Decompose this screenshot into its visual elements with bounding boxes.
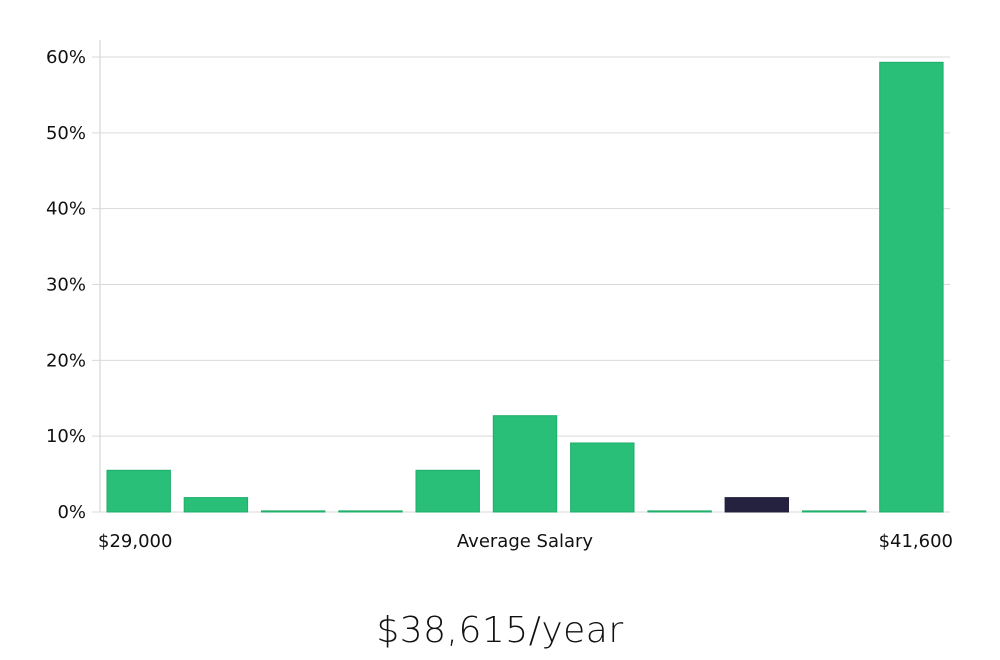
y-tick-label: 30%	[46, 275, 86, 296]
histogram-bar	[261, 510, 326, 513]
y-tick-label: 60%	[46, 47, 86, 68]
histogram-bar	[879, 61, 944, 513]
histogram-bar	[106, 469, 171, 513]
y-tick-label: 0%	[57, 502, 86, 523]
y-tick-label: 40%	[46, 199, 86, 220]
histogram-bar	[415, 469, 480, 513]
histogram-bar	[647, 510, 712, 513]
average-salary-value: $38,615/year	[376, 610, 624, 651]
y-axis-ticks: 0% 10% 20% 30% 40% 50% 60%	[46, 47, 86, 523]
histogram-bar	[338, 510, 403, 513]
histogram-bar	[183, 497, 249, 513]
histogram-bars	[106, 61, 944, 513]
histogram-bar	[570, 442, 635, 513]
y-tick-label: 20%	[46, 350, 86, 371]
y-tick-label: 50%	[46, 123, 86, 144]
y-tick-label: 10%	[46, 426, 86, 447]
x-max-label: $41,600	[879, 531, 953, 552]
x-min-label: $29,000	[98, 531, 172, 552]
salary-histogram-chart: 0% 10% 20% 30% 40% 50% 60% $29,000 Average Sal…	[46, 40, 953, 552]
histogram-bar	[492, 415, 558, 513]
histogram-bar	[801, 510, 867, 513]
x-axis-title: Average Salary	[457, 531, 594, 552]
histogram-bar-highlighted	[724, 497, 789, 513]
